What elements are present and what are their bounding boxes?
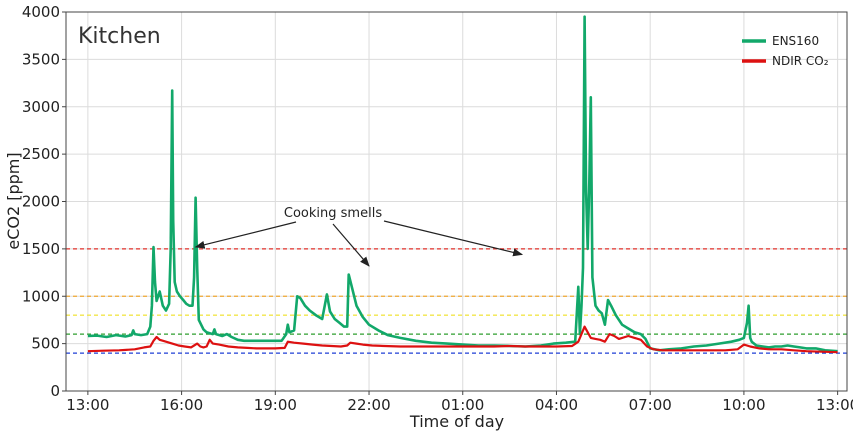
x-tick-label: 04:00: [535, 396, 578, 414]
x-axis-ticks: 13:00 16:00 19:00 22:00 01:00 04:00 07:00 10:00…: [66, 391, 853, 414]
series-line-ens160: [87, 15, 838, 353]
chart-title: Kitchen: [78, 24, 161, 49]
legend: ENS160 NDIR CO₂: [742, 34, 829, 68]
x-tick-label: 01:00: [441, 396, 484, 414]
y-axis-ticks: 0 500 1000 1500 2000 2500 3000 3500 4000: [22, 3, 66, 400]
annotation-arrow: [383, 220, 524, 257]
y-tick-label: 2000: [22, 193, 60, 211]
y-tick-label: 1500: [22, 240, 60, 258]
x-axis-title: Time of day: [409, 412, 504, 431]
series-line-ndir-co2: [87, 325, 838, 354]
legend-label-ens160: ENS160: [772, 34, 819, 48]
annotation-label: Cooking smells: [284, 206, 382, 221]
legend-label-ndir-co2: NDIR CO₂: [772, 54, 829, 68]
y-tick-label: 500: [31, 335, 60, 353]
y-tick-label: 4000: [22, 3, 60, 21]
annotation: Cooking smells: [194, 206, 524, 267]
grid: [66, 11, 847, 392]
annotation-arrow: [194, 221, 297, 249]
x-tick-label: 13:00: [816, 396, 853, 414]
y-axis-title: eCO2 [ppm]: [4, 152, 23, 249]
x-tick-label: 13:00: [66, 396, 109, 414]
y-tick-label: 3000: [22, 98, 60, 116]
y-tick-label: 3500: [22, 50, 60, 68]
y-tick-label: 2500: [22, 145, 60, 163]
y-tick-label: 1000: [22, 287, 60, 305]
x-tick-label: 22:00: [347, 396, 390, 414]
x-tick-label: 16:00: [160, 396, 203, 414]
series-lines: [87, 15, 838, 354]
y-tick-label: 0: [50, 382, 60, 400]
x-tick-label: 19:00: [254, 396, 297, 414]
annotation-arrow: [332, 223, 370, 267]
x-tick-label: 10:00: [722, 396, 765, 414]
x-tick-label: 07:00: [629, 396, 672, 414]
